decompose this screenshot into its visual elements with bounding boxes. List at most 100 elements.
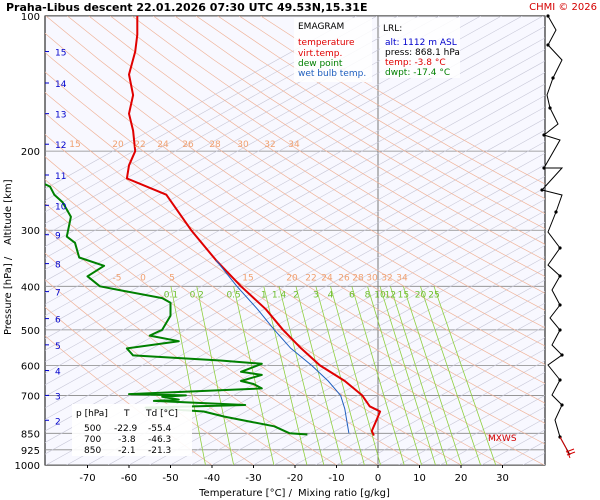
plot-area [44, 15, 546, 466]
mixing-ratio-line [420, 286, 481, 465]
table-cell: -46.3 [148, 435, 171, 445]
legend-dew-point: dew point [298, 59, 343, 69]
mixing-ratio-label: 3 [313, 290, 319, 300]
theta-label: -5 [113, 273, 122, 283]
mixing-ratio-line [295, 286, 343, 465]
table-cell: -55.4 [148, 424, 172, 434]
isotherm-line [294, 325, 545, 465]
x-axis-label: Temperature [°C] / [198, 488, 292, 499]
theta-label: 15 [242, 273, 253, 283]
isotherm-line [45, 187, 545, 465]
table-cell: -2.1 [118, 446, 136, 456]
wind-barb-dot [540, 188, 544, 192]
isotherm-line [45, 16, 398, 213]
x-tick-label: -40 [204, 473, 220, 484]
wind-barb-dot [558, 246, 562, 250]
lrl-alt: alt: 1112 m ASL [385, 38, 457, 48]
altitude-tick-label: 12 [55, 141, 66, 151]
mixing-ratio-line [351, 286, 405, 465]
mixing-ratio-label: 2 [293, 290, 299, 300]
isotherm-line [45, 16, 440, 236]
isotherm-line [253, 302, 545, 465]
mixing-ratio-line [170, 286, 206, 465]
isotherm-line [565, 16, 600, 465]
summary-table [72, 404, 192, 456]
isotherm-line [45, 60, 545, 340]
isotherm-line [45, 72, 545, 351]
mixing-ratio-line [196, 286, 235, 465]
mixing-ratio-line [315, 286, 365, 465]
isotherm-line [45, 164, 545, 443]
dry-adiabat [45, 179, 462, 465]
isotherm-line [45, 16, 419, 224]
pressure-tick-label: 200 [21, 147, 40, 158]
table-cell: -21.3 [148, 446, 171, 456]
theta-label: 32 [264, 140, 275, 150]
dry-adiabat [45, 32, 545, 365]
isotherm-line [45, 95, 545, 374]
pressure-tick-label: 925 [21, 446, 40, 457]
x-axis-mix-label: Mixing ratio [g/kg] [298, 488, 390, 499]
isotherm-line [191, 268, 545, 465]
isotherm-line [45, 16, 378, 201]
dry-adiabat [67, 16, 545, 329]
lrl-heading: LRL: [383, 24, 402, 34]
wind-barb-dot [542, 133, 546, 137]
theta-label: 5 [169, 273, 175, 283]
mixing-ratio-label: 20 [415, 290, 427, 300]
isotherm-line [211, 279, 545, 465]
isotherm-line [45, 118, 545, 397]
mixing-ratio-label: 4 [328, 290, 334, 300]
isotherm-line [586, 16, 600, 465]
x-tick-label: -50 [162, 473, 178, 484]
theta-label: 34 [288, 140, 300, 150]
isotherm-line [45, 152, 545, 432]
altitude-tick-label: 13 [55, 111, 66, 121]
altitude-tick-label: 5 [55, 342, 61, 352]
isotherm-line [45, 49, 545, 328]
isotherm-line [45, 37, 545, 317]
wind-barb-dot [558, 378, 562, 382]
isotherm-line [232, 291, 545, 465]
mixing-ratio-label: 0.1 [164, 290, 178, 300]
theta-label: 32 [381, 273, 392, 283]
dry-adiabat [45, 16, 545, 347]
legend-temperature: temperature [298, 38, 355, 48]
table-cell: -3.8 [118, 435, 136, 445]
mixing-ratio-line [433, 286, 497, 465]
theta-label: 24 [321, 273, 333, 283]
isotherm-line [149, 245, 545, 465]
mixing-ratio-label: 25 [428, 290, 439, 300]
x-tick-label: -60 [121, 473, 137, 484]
dry-adiabat [45, 112, 545, 445]
mixing-ratio-line [402, 286, 462, 465]
altitude-tick-label: 7 [55, 289, 61, 299]
altitude-tick-label: 6 [55, 316, 61, 326]
x-tick-label: 30 [496, 473, 509, 484]
theta-label: 22 [134, 140, 145, 150]
mixing-ratio-line [330, 286, 381, 465]
wind-barb-dot [548, 106, 552, 110]
wind-barb-dot [560, 353, 564, 357]
isotherm-line [45, 16, 461, 247]
wind-barb-dot [558, 303, 562, 307]
mxws-barb [559, 436, 576, 459]
pressure-tick-label: 100 [21, 12, 40, 23]
mixing-ratio-label: 8 [365, 290, 371, 300]
theta-label: 20 [286, 273, 298, 283]
dry-adiabat [45, 252, 337, 465]
x-tick-label: 10 [413, 473, 426, 484]
wind-barb-dot [542, 166, 546, 170]
theta-label: 20 [112, 140, 124, 150]
table-cell: 500 [84, 424, 101, 434]
altitude-tick-label: 3 [55, 392, 61, 402]
isotherm-line [377, 371, 545, 465]
dry-adiabat [196, 16, 545, 230]
isotherm-line [45, 16, 544, 293]
isotherm-line [45, 141, 545, 420]
isotherm-line [357, 360, 545, 465]
table-cell: -22.9 [114, 424, 138, 434]
dry-adiabat [217, 16, 545, 215]
dry-adiabat [174, 16, 545, 245]
